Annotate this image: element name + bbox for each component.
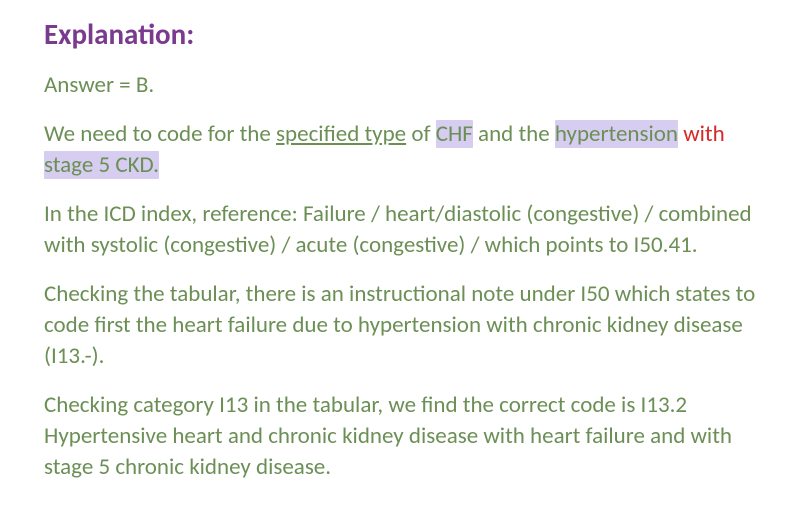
red-with: with — [683, 120, 725, 148]
highlight-chf: CHF — [436, 120, 473, 148]
coding-requirement-paragraph: We need to code for the specified type o… — [44, 119, 756, 181]
explanation-document: Explanation: Answer = B. We need to code… — [0, 0, 800, 519]
icd-index-paragraph: In the ICD index, reference: Failure / h… — [44, 199, 756, 261]
underlined-text: specified type — [276, 120, 406, 148]
answer-line: Answer = B. — [44, 70, 756, 101]
section-heading: Explanation: — [44, 16, 756, 52]
text-segment: We need to code for the — [44, 120, 276, 148]
text-segment: and the — [473, 120, 555, 148]
highlight-hypertension: hypertension — [555, 120, 678, 148]
category-i13-paragraph: Checking category I13 in the tabular, we… — [44, 390, 756, 483]
highlight-stage5ckd: stage 5 CKD. — [44, 151, 159, 179]
text-segment: of — [406, 120, 436, 148]
tabular-note-paragraph: Checking the tabular, there is an instru… — [44, 279, 756, 372]
